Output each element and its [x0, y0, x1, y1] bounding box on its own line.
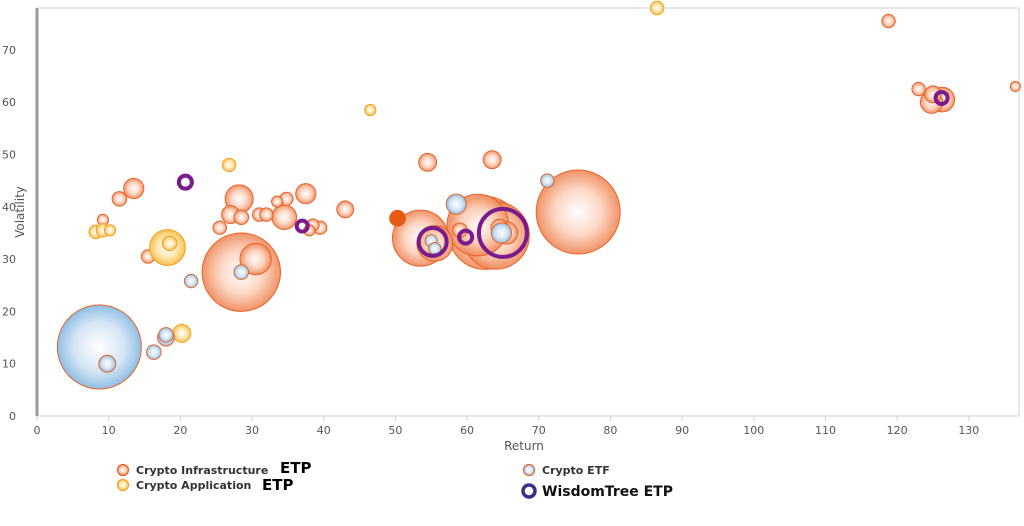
bubble-app: [172, 323, 192, 343]
bubble-etf: [98, 354, 117, 373]
legend-item-etf[interactable]: Crypto ETF: [522, 463, 610, 477]
legend: Crypto Infrastructure ETP Crypto Applica…: [116, 459, 673, 500]
plot-frame: [35, 7, 1020, 417]
y-axis: 0 10 20 30 40 50 60 70: [2, 44, 16, 423]
bubble-app: [364, 103, 377, 117]
y-tick-label: 70: [2, 44, 16, 57]
x-tick-label: 40: [317, 424, 331, 437]
bubble-app: [104, 224, 117, 237]
bubble-infra: [212, 220, 228, 235]
x-tick-label: 90: [675, 424, 689, 437]
bubble-etf: [233, 264, 250, 280]
x-tick-label: 110: [815, 424, 836, 437]
bubble-infra: [535, 169, 621, 255]
bubble-infra_solid: [389, 209, 406, 227]
x-tick-label: 130: [958, 424, 979, 437]
legend-item-app[interactable]: Crypto Application ETP: [116, 476, 294, 494]
legend-marker-etf: [522, 463, 536, 477]
bubble-infra: [911, 81, 926, 97]
x-tick-label: 50: [388, 424, 402, 437]
legend-item-wt[interactable]: WisdomTree ETP: [521, 483, 673, 500]
bubble-wt: [457, 228, 475, 246]
legend-suffix-infra: ETP: [280, 459, 311, 477]
y-tick-label: 0: [9, 410, 16, 423]
x-tick-label: 0: [34, 424, 41, 437]
y-tick-label: 60: [2, 96, 16, 109]
x-tick-label: 120: [887, 424, 908, 437]
bubble-etf: [490, 222, 513, 244]
y-tick-label: 10: [2, 358, 16, 371]
bubble-infra: [123, 177, 145, 200]
bubble-etf: [540, 173, 555, 188]
bubble-wt: [294, 218, 310, 234]
x-tick-label: 100: [743, 424, 764, 437]
bubbles: [56, 0, 1021, 390]
legend-marker-infra: [116, 463, 130, 477]
y-tick-label: 50: [2, 148, 16, 161]
bubble-app: [221, 157, 237, 173]
bubble-infra: [295, 183, 317, 205]
bubble-infra: [111, 191, 128, 207]
x-tick-label: 20: [173, 424, 187, 437]
y-tick-label: 40: [2, 201, 16, 214]
legend-label-infra: Crypto Infrastructure: [136, 464, 268, 477]
bubble-infra: [259, 207, 274, 222]
bubble-wt: [416, 225, 449, 258]
bubble-infra: [271, 195, 284, 208]
bubble-etf: [183, 273, 199, 289]
bubble-infra: [233, 209, 250, 226]
bubble-wt: [476, 206, 529, 259]
y-tick-label: 20: [2, 305, 16, 318]
legend-suffix-app: ETP: [262, 476, 293, 494]
legend-item-infra[interactable]: Crypto Infrastructure ETP: [116, 459, 312, 477]
legend-marker-app: [116, 478, 130, 492]
bubble-wt: [176, 173, 194, 191]
y-axis-title: Volatility: [13, 186, 27, 238]
bubble-app: [649, 0, 665, 16]
bubble-etf: [158, 327, 174, 343]
bubble-infra: [239, 242, 272, 276]
legend-label-app: Crypto Application: [136, 479, 251, 492]
bubble-etf: [445, 193, 467, 215]
bubble-wt: [933, 89, 950, 106]
bubble-infra: [336, 200, 355, 219]
legend-marker-wt: [521, 483, 537, 499]
legend-label-etf: Crypto ETF: [542, 464, 610, 477]
x-axis: 0 10 20 30 40 50 60 70 80 90 100 110 120 130: [34, 416, 979, 437]
y-tick-label: 30: [2, 253, 16, 266]
bubble-infra: [271, 204, 298, 231]
x-tick-label: 80: [603, 424, 617, 437]
bubble-infra: [418, 152, 438, 172]
bubble-infra: [881, 13, 896, 29]
x-tick-label: 10: [102, 424, 116, 437]
bubble-app: [161, 235, 178, 252]
bubble-infra: [1009, 80, 1021, 93]
bubble-etf: [146, 344, 162, 360]
x-tick-label: 30: [245, 424, 259, 437]
x-axis-title: Return: [504, 439, 544, 453]
bubble-etf: [56, 304, 142, 390]
bubble-infra: [482, 150, 502, 170]
legend-label-wt: WisdomTree ETP: [542, 484, 673, 500]
x-tick-label: 60: [460, 424, 474, 437]
x-tick-label: 70: [532, 424, 546, 437]
